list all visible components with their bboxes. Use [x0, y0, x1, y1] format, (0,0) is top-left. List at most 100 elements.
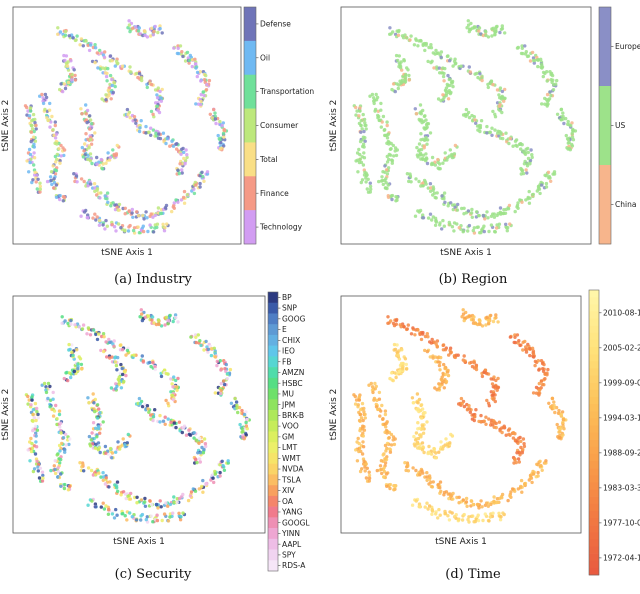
scatter-point	[536, 470, 540, 475]
scatter-point	[561, 114, 565, 119]
y-axis-label: tSNE Axis 2	[1, 100, 11, 152]
colorbar-swatch	[268, 367, 278, 379]
y-axis-label: tSNE Axis 2	[329, 389, 339, 441]
scatter-point	[164, 398, 168, 403]
scatter-point	[176, 200, 180, 204]
scatter-point	[85, 332, 89, 336]
y-axis-label: tSNE Axis 2	[329, 100, 339, 152]
scatter-point	[449, 201, 453, 205]
scatter-point	[202, 348, 206, 352]
scatter-point	[515, 46, 520, 50]
scatter-point	[192, 191, 197, 196]
scatter-point	[379, 101, 383, 106]
scatter-point	[222, 135, 226, 139]
scatter-point	[421, 108, 425, 113]
colorbar-swatch	[244, 40, 256, 76]
scatter-point	[129, 70, 133, 74]
scatter-point	[360, 452, 365, 456]
scatter-point	[393, 484, 397, 489]
scatter-point	[491, 109, 495, 114]
colorbar-swatch	[268, 474, 278, 486]
scatter-point	[215, 363, 219, 368]
scatter-point	[85, 120, 89, 125]
scatter-point	[153, 226, 157, 230]
scatter-point	[159, 211, 164, 216]
scatter-point	[498, 108, 502, 113]
scatter-point	[168, 502, 173, 507]
scatter-point	[421, 216, 425, 220]
scatter-point	[403, 357, 408, 361]
scatter-point	[48, 405, 52, 409]
scatter-point	[425, 501, 429, 505]
scatter-point	[212, 480, 216, 485]
scatter-point	[462, 318, 466, 323]
scatter-point	[101, 420, 105, 424]
scatter-point	[472, 418, 476, 423]
scatter-point	[92, 401, 96, 405]
scatter-point	[433, 223, 438, 227]
scatter-point	[82, 210, 87, 214]
scatter-point	[537, 391, 541, 396]
scatter-point	[428, 131, 433, 135]
scatter-point	[494, 378, 498, 383]
scatter-point	[183, 162, 187, 166]
scatter-point	[394, 199, 398, 203]
scatter-point	[507, 141, 511, 146]
colorbar-tick-label: Total	[259, 155, 278, 164]
scatter-point	[95, 416, 100, 420]
scatter-point	[540, 102, 544, 106]
scatter-point	[58, 425, 62, 429]
scatter-point	[45, 179, 50, 184]
scatter-point	[29, 130, 34, 134]
scatter-point	[177, 171, 181, 176]
scatter-point	[421, 183, 425, 188]
scatter-point	[501, 96, 506, 100]
scatter-point	[99, 505, 104, 509]
scatter-point	[552, 403, 556, 408]
colorbar-gradient-step	[589, 532, 599, 540]
scatter-point	[135, 495, 139, 499]
colorbar-tick-label: BRK-B	[282, 411, 304, 420]
scatter-point	[555, 112, 560, 117]
scatter-point	[484, 33, 488, 38]
scatter-point	[35, 410, 39, 414]
scatter-point	[442, 224, 446, 228]
scatter-point	[420, 448, 425, 452]
scatter-point	[513, 457, 517, 461]
scatter-point	[34, 434, 38, 438]
scatter-point	[165, 136, 169, 141]
scatter-point	[446, 54, 450, 58]
scatter-point	[101, 223, 105, 227]
scatter-point	[417, 179, 421, 184]
scatter-point	[64, 54, 69, 58]
colorbar-frame	[267, 291, 279, 572]
scatter-point	[387, 142, 391, 146]
scatter-point	[76, 367, 80, 371]
colorbar-tick-label: 1983-03-31	[603, 483, 640, 492]
scatter-point	[434, 451, 438, 455]
scatter-point	[544, 185, 549, 189]
scatter-point	[213, 117, 218, 121]
scatter-point	[139, 518, 143, 522]
scatter-point	[500, 26, 505, 31]
scatter-point	[52, 181, 57, 185]
colorbar-tick-label: XIV	[282, 486, 295, 495]
scatter-point	[96, 426, 101, 431]
scatter-point	[133, 118, 137, 122]
scatter-point	[497, 93, 501, 97]
plot-frame	[340, 6, 592, 245]
scatter-point	[521, 437, 526, 441]
scatter-point	[570, 144, 575, 148]
scatter-point	[185, 155, 189, 160]
scatter-point	[218, 359, 222, 363]
scatter-point	[557, 408, 561, 413]
scatter-point	[110, 451, 115, 455]
scatter-point	[384, 177, 388, 181]
scatter-point	[378, 414, 382, 418]
scatter-point	[374, 92, 378, 97]
scatter-point	[153, 213, 157, 218]
scatter-point	[136, 225, 140, 229]
scatter-point	[151, 112, 155, 117]
